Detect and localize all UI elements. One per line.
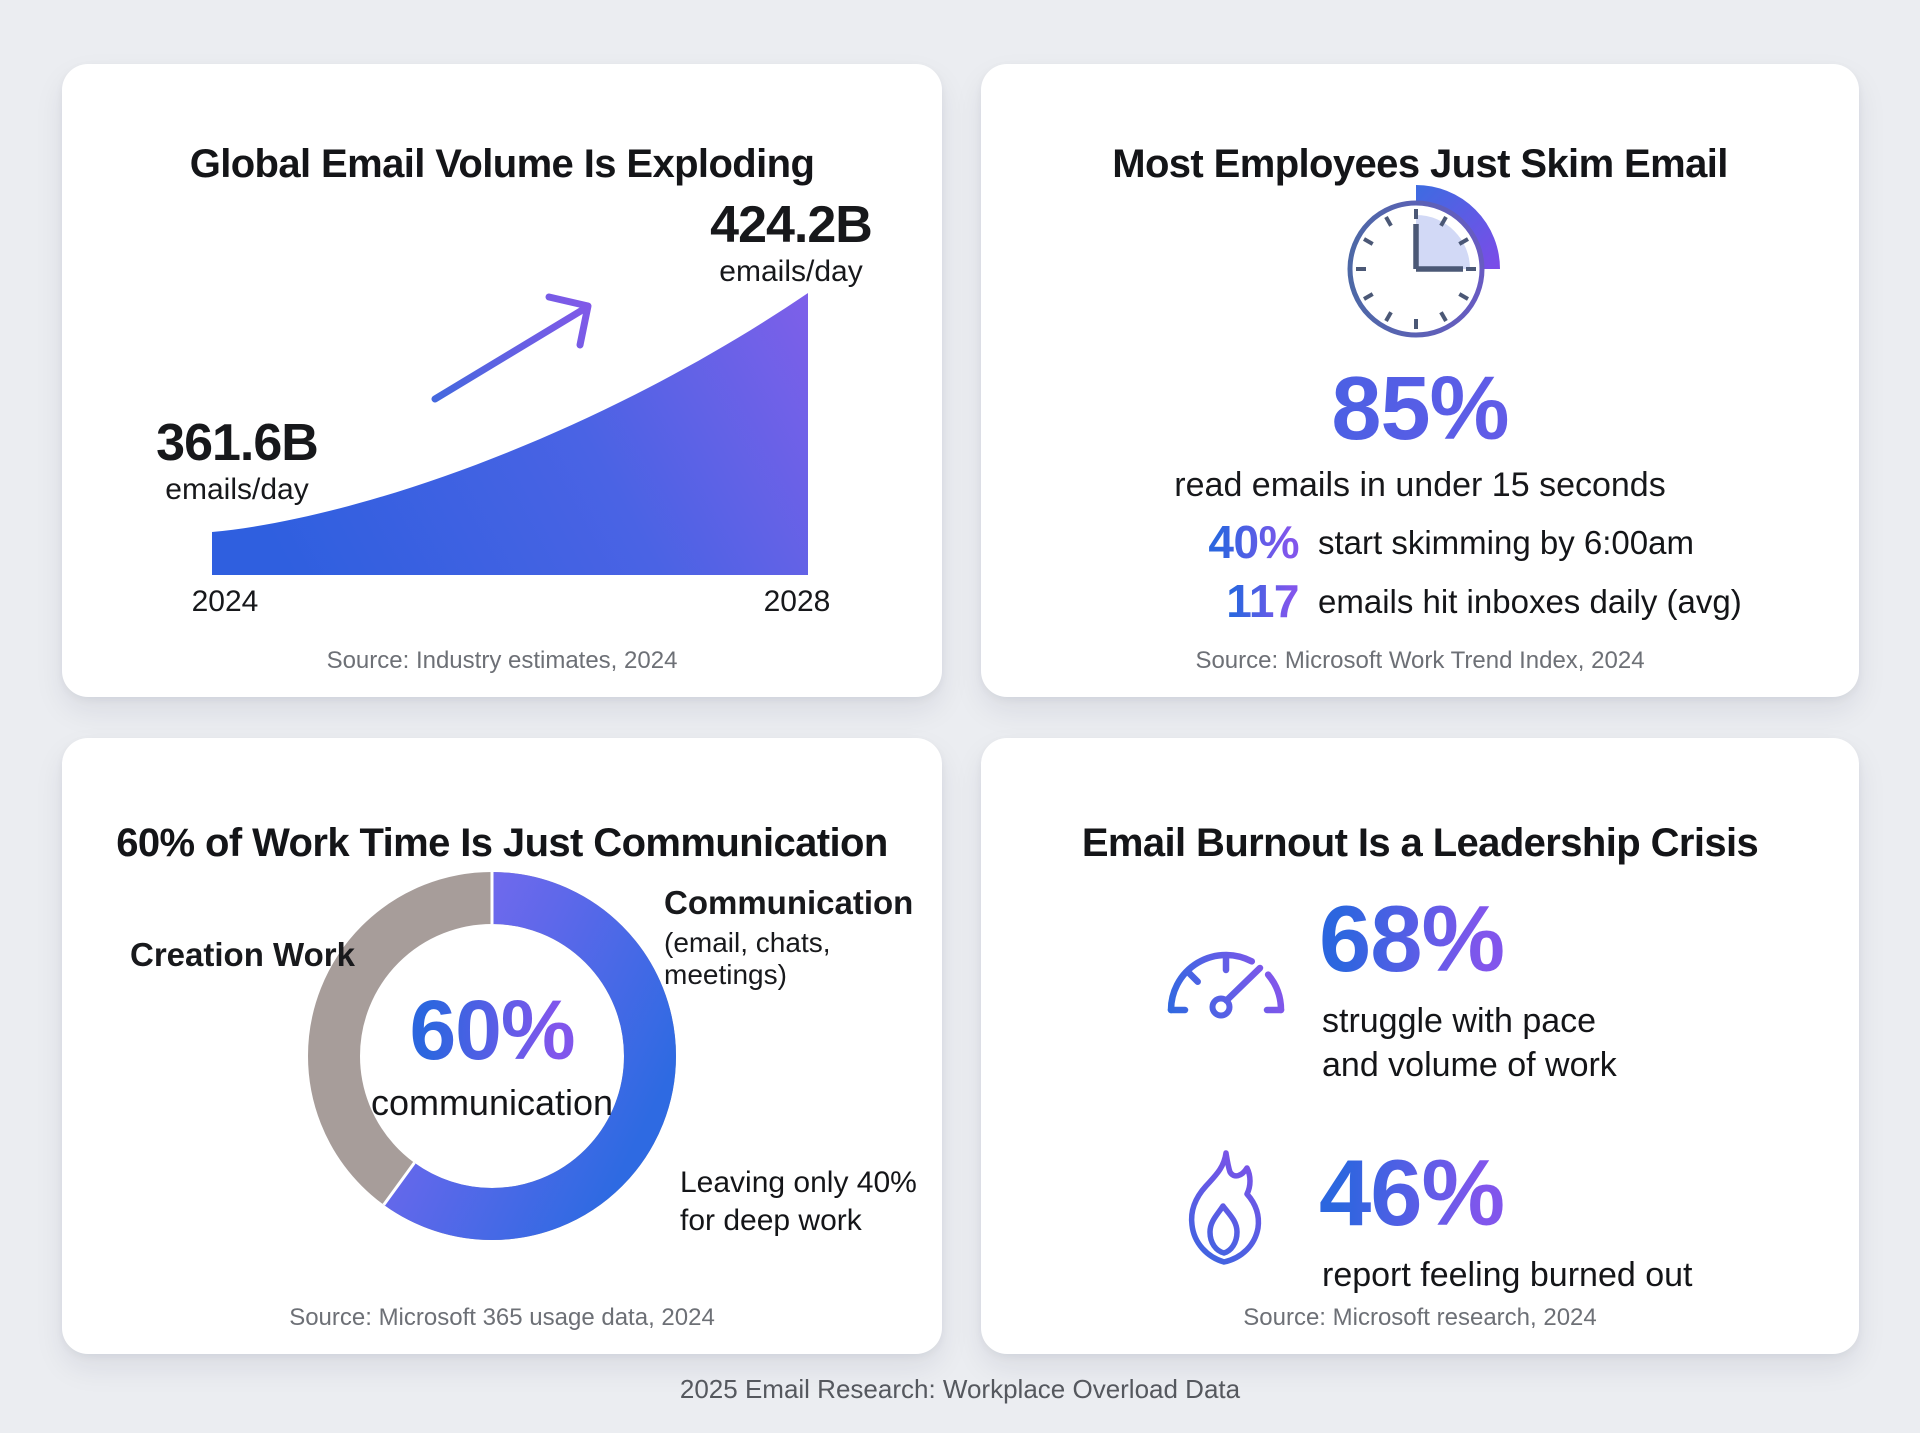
flame-icon bbox=[1188, 1150, 1262, 1265]
card-communication-time: 60% of Work Time Is Just Communication 6… bbox=[62, 738, 942, 1354]
source-note: Source: Microsoft Work Trend Index, 2024 bbox=[1195, 647, 1645, 674]
segment-label-sub: (email, chats, meetings) bbox=[664, 926, 831, 990]
card-burnout: Email Burnout Is a Leadership Crisis 68%… bbox=[981, 738, 1859, 1354]
flame-inner bbox=[1207, 1203, 1240, 1256]
card-email-volume: Global Email Volume Is Exploding 424.2B … bbox=[62, 64, 942, 697]
donut-center-value: 60% bbox=[409, 983, 575, 1077]
donut-center-sublabel: communication bbox=[370, 1082, 614, 1123]
stat-row: 40% start skimming by 6:00am bbox=[981, 514, 1859, 570]
headline-stat-label: read emails in under 15 seconds bbox=[1174, 466, 1666, 504]
end-value-block: 424.2B emails/day bbox=[661, 198, 921, 289]
clock-dial bbox=[1347, 200, 1485, 338]
start-value-block: 361.6B emails/day bbox=[107, 416, 367, 507]
donut-separators bbox=[382, 872, 494, 1206]
stat-value: 46% bbox=[1319, 1140, 1505, 1245]
clock-hands bbox=[1413, 224, 1463, 272]
card-title: 60% of Work Time Is Just Communication bbox=[116, 821, 888, 866]
stat-label: start skimming by 6:00am bbox=[1318, 524, 1694, 561]
stat-row: 117 emails hit inboxes daily (avg) bbox=[981, 573, 1859, 629]
clock-icon bbox=[1347, 185, 1500, 338]
card-title: Most Employees Just Skim Email bbox=[1112, 142, 1728, 187]
page-footer: 2025 Email Research: Workplace Overload … bbox=[679, 1374, 1241, 1404]
start-unit: emails/day bbox=[165, 472, 309, 506]
x-axis-label-end: 2028 bbox=[763, 585, 831, 618]
source-note: Source: Microsoft 365 usage data, 2024 bbox=[289, 1304, 715, 1331]
area-chart bbox=[212, 293, 808, 575]
headline-stat: 85% bbox=[981, 364, 1859, 454]
start-value: 361.6B bbox=[156, 414, 319, 472]
card-title: Email Burnout Is a Leadership Crisis bbox=[1081, 821, 1759, 866]
stat-label: emails hit inboxes daily (avg) bbox=[1318, 583, 1742, 620]
area-fill bbox=[212, 293, 808, 575]
end-unit: emails/day bbox=[719, 254, 863, 288]
clock-ticks bbox=[1356, 209, 1476, 329]
deep-work-annotation: Leaving only 40% for deep work bbox=[680, 1166, 917, 1237]
flame-outer bbox=[1188, 1150, 1262, 1265]
stat-label: struggle with pace and volume of work bbox=[1322, 1002, 1617, 1084]
end-value: 424.2B bbox=[710, 196, 873, 254]
trend-arrow-icon bbox=[431, 293, 592, 403]
stat-value: 117 bbox=[1226, 575, 1299, 627]
clock-quarter-fill bbox=[1416, 215, 1470, 269]
donut-chart bbox=[308, 872, 676, 1240]
card-title: Global Email Volume Is Exploding bbox=[189, 142, 815, 187]
card-skim-email: Most Employees Just Skim Email bbox=[981, 64, 1859, 697]
source-note: Source: Microsoft research, 2024 bbox=[1243, 1304, 1597, 1331]
segment-label-title: Communication bbox=[664, 884, 914, 921]
x-axis-label-start: 2024 bbox=[191, 585, 259, 618]
stat-label: report feeling burned out bbox=[1322, 1256, 1693, 1294]
donut-center-label: 60% communication bbox=[307, 871, 677, 1241]
clock-outer-arc bbox=[1415, 185, 1500, 270]
gauge-icon bbox=[1167, 951, 1285, 1019]
stat-value: 68% bbox=[1319, 886, 1505, 991]
segment-label-creation-work: Creation Work bbox=[130, 936, 355, 973]
segment-label-communication: Communication (email, chats, meetings) bbox=[664, 884, 934, 991]
source-note: Source: Industry estimates, 2024 bbox=[326, 647, 678, 674]
stat-value: 40% bbox=[1208, 516, 1299, 568]
